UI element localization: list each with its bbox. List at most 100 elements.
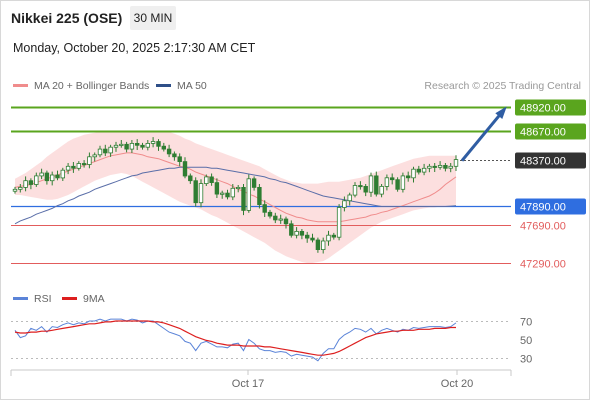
candle-body-34 xyxy=(193,180,198,204)
candle-body-14 xyxy=(87,156,92,165)
candle-body-77 xyxy=(421,167,427,173)
candle-body-29 xyxy=(166,148,172,155)
provider-credit: Research © 2025 Trading Central xyxy=(424,80,581,92)
candle-body-9 xyxy=(60,169,65,179)
level-label-5: 47290.00 xyxy=(520,259,566,271)
rsi-swatch xyxy=(13,296,28,300)
level-badge-3 xyxy=(515,198,586,215)
forecast-arrow-head xyxy=(495,106,507,119)
candle-body-62 xyxy=(342,200,347,208)
candle-body-21 xyxy=(124,143,129,150)
candle-body-31 xyxy=(177,156,182,163)
candle-body-4 xyxy=(34,175,39,185)
legend-ma20-label: MA 20 + Bollinger Bands xyxy=(34,80,150,92)
candle-body-28 xyxy=(161,145,166,150)
candle-body-81 xyxy=(443,164,448,169)
legend-rsi: RSI xyxy=(13,293,52,305)
level-label-2: 48370.00 xyxy=(520,156,566,168)
level-label-4: 47690.00 xyxy=(520,221,566,233)
legend-ma50: MA 50 xyxy=(156,80,207,92)
candle-body-51 xyxy=(283,218,289,225)
candle-body-16 xyxy=(97,148,103,156)
candle-body-12 xyxy=(76,163,81,169)
candle-body-7 xyxy=(50,174,55,182)
candle-body-47 xyxy=(262,204,267,213)
candle-body-43 xyxy=(241,186,246,211)
candle-body-48 xyxy=(267,211,273,217)
candle-body-26 xyxy=(150,141,156,144)
candle-body-30 xyxy=(172,153,177,158)
candle-body-41 xyxy=(230,187,235,198)
candle-body-69 xyxy=(379,185,384,195)
rsi-line xyxy=(14,318,457,362)
candle-body-13 xyxy=(81,163,87,166)
candle-body-50 xyxy=(278,218,283,221)
ma50-line xyxy=(14,166,457,225)
candle-body-73 xyxy=(400,175,406,190)
rsi-tick-label-70: 70 xyxy=(520,317,532,329)
bollinger-band-fill xyxy=(15,130,456,263)
candle-body-65 xyxy=(358,185,363,188)
candle-body-20 xyxy=(119,143,124,146)
candle-body-1 xyxy=(18,186,23,190)
forecast-arrow-shaft xyxy=(460,110,505,162)
ma20-swatch xyxy=(13,83,28,87)
candle-body-54 xyxy=(299,230,305,236)
ma9-swatch xyxy=(62,296,77,300)
candle-body-80 xyxy=(437,164,443,168)
legend-rsi-label: RSI xyxy=(34,293,52,305)
legend-ma50-label: MA 50 xyxy=(177,80,207,92)
candle-body-74 xyxy=(405,175,411,179)
timeframe-button[interactable]: 30 MIN xyxy=(130,6,176,30)
level-badge-1 xyxy=(515,123,586,140)
candle-body-68 xyxy=(374,175,379,195)
candle-body-22 xyxy=(129,142,135,150)
candle-body-23 xyxy=(134,142,140,146)
candle-body-3 xyxy=(28,180,34,185)
candle-body-58 xyxy=(320,240,326,251)
candle-body-46 xyxy=(257,186,262,205)
legend-ma20: MA 20 + Bollinger Bands xyxy=(13,80,149,92)
candle-body-83 xyxy=(453,159,459,167)
legend-ma9-label: 9MA xyxy=(83,293,105,305)
candle-body-11 xyxy=(71,165,76,169)
candle-body-38 xyxy=(214,182,220,195)
candle-body-18 xyxy=(108,146,113,154)
legend-ma9: 9MA xyxy=(62,293,105,305)
ma50-swatch xyxy=(156,83,171,87)
candle-body-71 xyxy=(389,177,395,181)
candle-body-19 xyxy=(113,144,119,148)
candle-body-61 xyxy=(336,207,342,238)
candle-body-82 xyxy=(448,165,453,169)
candle-body-70 xyxy=(384,177,390,187)
candle-body-0 xyxy=(12,188,18,192)
candle-body-79 xyxy=(432,165,437,168)
candle-body-32 xyxy=(182,161,188,177)
candle-body-17 xyxy=(103,148,108,154)
candle-body-67 xyxy=(368,175,374,193)
candle-body-66 xyxy=(363,185,368,193)
candle-body-52 xyxy=(289,223,294,236)
candle-body-24 xyxy=(140,144,145,148)
candle-body-72 xyxy=(395,179,400,190)
instrument-title: Nikkei 225 (OSE) xyxy=(11,10,123,26)
level-badge-0 xyxy=(515,99,586,116)
candle-body-25 xyxy=(145,142,150,148)
level-label-0: 48920.00 xyxy=(520,103,566,115)
candle-body-45 xyxy=(251,178,257,188)
candle-body-33 xyxy=(188,175,193,182)
candle-body-39 xyxy=(219,192,225,195)
rsi-ma9-line xyxy=(14,320,456,356)
candle-body-2 xyxy=(23,180,28,188)
candle-body-5 xyxy=(39,172,44,177)
candle-body-40 xyxy=(225,192,230,198)
candle-body-15 xyxy=(92,154,97,158)
level-badge-2 xyxy=(515,152,586,169)
candle-body-6 xyxy=(44,172,50,182)
candle-body-27 xyxy=(156,141,161,147)
datetime-label: Monday, October 20, 2025 2:17:30 AM CET xyxy=(13,41,256,55)
candle-body-57 xyxy=(315,239,321,251)
candle-body-10 xyxy=(65,165,71,171)
candle-body-76 xyxy=(416,168,421,173)
